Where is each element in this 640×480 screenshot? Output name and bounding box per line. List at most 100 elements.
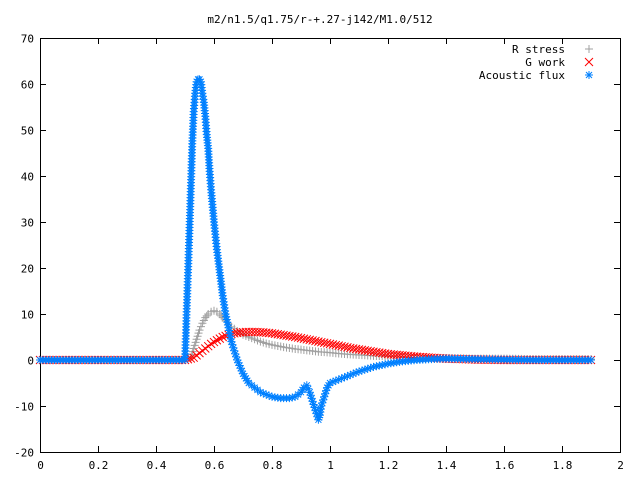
point-2-55-0	[355, 367, 363, 376]
y-tick-label-1: -10	[14, 401, 34, 414]
point-2-54-1	[352, 368, 361, 377]
point-2-43-1	[309, 400, 318, 409]
point-2-42-0	[305, 388, 314, 397]
point-2-12-0	[195, 75, 204, 84]
axis-tick-labels: 0 0.2 0.4 0.6 0.8 1 1.2 1.4 1.6 1.8 2 -20 -10 0 10 20 30…	[14, 33, 624, 473]
y-tick-label-5: 30	[21, 217, 34, 230]
point-2-48-2	[322, 386, 331, 395]
point-1-11-0	[218, 332, 228, 342]
x-tick-label-10: 2	[617, 459, 624, 472]
point-2-52-0	[337, 374, 346, 383]
legend-marker-2	[585, 71, 593, 79]
point-2-49-0	[323, 383, 332, 392]
point-2-29-0	[233, 356, 242, 364]
x-tick-label-8: 1.6	[495, 459, 515, 472]
point-2-47-2	[319, 395, 328, 404]
point-2-26-0	[224, 323, 233, 332]
point-2-29-1	[234, 358, 243, 367]
point-0-9-1	[196, 322, 205, 331]
x-tick-label-4: 0.8	[263, 459, 283, 472]
point-1-5-2	[186, 354, 196, 363]
point-2-25-0	[221, 310, 230, 318]
point-2-47-0	[317, 402, 326, 410]
point-2-34-0	[262, 390, 271, 399]
point-0-11-1	[202, 311, 211, 320]
point-2-26-2	[225, 329, 234, 338]
y-tick-label-4: 20	[21, 263, 34, 276]
y-tick-label-8: 60	[21, 79, 34, 92]
point-2-52-1	[340, 373, 349, 382]
x-tick-label-9: 1.8	[553, 459, 573, 472]
point-0-9-0	[195, 326, 204, 335]
point-2-54-0	[349, 369, 358, 378]
point-2-33-0	[256, 388, 265, 397]
point-2-37-1	[288, 393, 297, 402]
y-tick-label-3: 10	[21, 309, 34, 322]
legend-marker-0	[585, 45, 593, 53]
point-2-53-1	[346, 370, 355, 379]
point-2-56-4	[381, 360, 390, 369]
point-2-47-1	[318, 398, 327, 407]
point-2-42-1	[306, 391, 315, 400]
point-2-26-3	[226, 332, 235, 341]
legend-label-0: R stress	[512, 43, 565, 56]
point-2-42-2	[307, 394, 316, 403]
point-2-27-2	[229, 343, 238, 352]
point-2-30-0	[239, 369, 247, 378]
point-2-50-0	[326, 379, 334, 387]
y-tick-label-9: 70	[21, 33, 34, 46]
point-2-26-4	[226, 334, 235, 343]
plot-frame	[40, 38, 621, 453]
point-2-41-0	[302, 381, 311, 390]
x-tick-label-7: 1.4	[437, 459, 457, 472]
axis-ticks	[40, 38, 621, 453]
point-2-30-2	[241, 374, 250, 383]
point-2-44-1	[312, 409, 321, 418]
point-2-48-0	[320, 392, 329, 401]
y-tick-label-6: 40	[21, 171, 34, 184]
point-2-56-0	[369, 362, 378, 371]
point-2-50-1	[328, 377, 337, 386]
point-2-39-0	[297, 388, 305, 397]
point-2-55-1	[357, 366, 366, 375]
legend-marker-1	[584, 57, 594, 67]
y-tick-label-2: 0	[27, 355, 34, 368]
point-2-28-0	[230, 346, 239, 355]
point-2-44-2	[313, 412, 322, 421]
point-2-56-3	[378, 360, 387, 369]
point-2-55-4	[366, 363, 375, 372]
point-1-10-0	[212, 335, 222, 345]
point-2-29-3	[236, 364, 245, 373]
point-2-51-0	[331, 376, 340, 385]
point-2-29-4	[237, 367, 246, 376]
point-2-30-3	[243, 376, 252, 385]
point-2-51-1	[334, 375, 343, 384]
point-2-27-0	[227, 337, 236, 346]
point-2-43-0	[308, 397, 317, 406]
point-2-26-1	[225, 326, 234, 335]
legend-label-1: G work	[525, 56, 565, 69]
point-2-41-1	[304, 384, 313, 393]
point-1-10-1	[215, 334, 225, 343]
point-2-53-0	[343, 372, 352, 381]
x-tick-label-3: 0.6	[205, 459, 225, 472]
point-2-34-1	[265, 391, 274, 400]
point-2-55-2	[360, 365, 369, 374]
point-2-30-1	[240, 372, 249, 381]
x-tick-label-6: 1.2	[379, 459, 399, 472]
point-2-45-1	[315, 413, 324, 422]
point-2-48-1	[321, 389, 330, 398]
series-2	[36, 75, 595, 424]
x-tick-label-5: 1	[327, 459, 334, 472]
point-2-25-1	[222, 312, 231, 321]
point-2-56-2	[375, 361, 384, 370]
point-2-55-3	[363, 364, 372, 373]
point-2-28-2	[232, 352, 241, 361]
legend-label-2: Acoustic flux	[479, 69, 565, 82]
point-2-56-1	[372, 362, 381, 371]
point-2-43-2	[310, 403, 319, 412]
x-tick-label-2: 0.4	[147, 459, 167, 472]
point-2-45-0	[314, 415, 323, 424]
